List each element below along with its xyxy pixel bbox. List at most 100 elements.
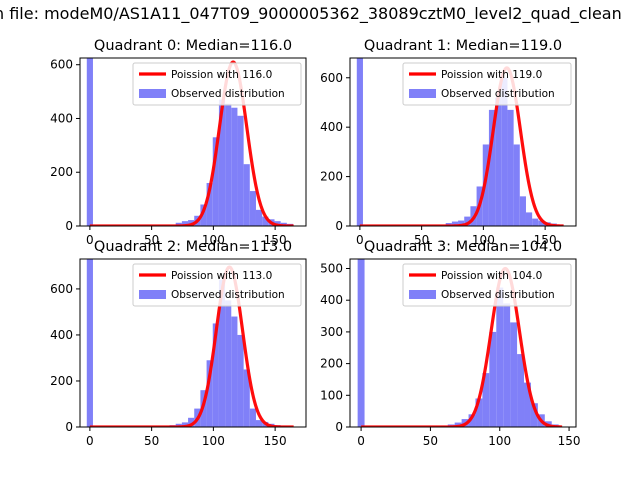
observed-bar (451, 221, 459, 226)
panel-quadrant-1: 0 50 100 150 0 200 400 600 Quadrant 1: Median=11… (320, 38, 577, 247)
plot-area (356, 58, 565, 226)
observed-bar (212, 137, 219, 226)
legend-box (132, 62, 302, 106)
observed-bar (356, 58, 363, 226)
x-tick-label: 50 (414, 233, 429, 247)
observed-bar (225, 103, 232, 226)
observed-bar (249, 191, 256, 226)
figure-title: n file: modeM0/AS1A11_047T09_9000005362_… (0, 4, 640, 23)
legend-poisson-label: Poission with 119.0 (441, 69, 542, 81)
x-tick-label: 100 (472, 233, 495, 247)
x-tick-label: 150 (534, 233, 557, 247)
observed-bar (464, 216, 471, 226)
poisson-curve (88, 60, 295, 226)
observed-bar (488, 109, 496, 226)
y-tick-label: 0 (65, 420, 73, 434)
observed-bar (200, 204, 207, 226)
observed-bar (458, 220, 465, 226)
legend-observed-swatch (139, 290, 166, 299)
legend: Poission with 104.0 Observed distribution (402, 263, 572, 307)
poisson-curve (358, 66, 565, 226)
observed-bar (519, 196, 526, 226)
observed-bar (188, 417, 195, 427)
observed-bar (181, 422, 189, 427)
observed-bar (507, 109, 514, 226)
observed-bar (468, 414, 476, 427)
observed-bar (255, 209, 263, 226)
observed-bar (532, 218, 539, 226)
observed-bar (86, 58, 93, 226)
observed-bar (482, 373, 490, 427)
y-tick-label: 0 (335, 420, 343, 434)
y-tick-label: 0 (335, 219, 343, 233)
panel-title: Quadrant 2: Median=113.0 (94, 239, 292, 255)
plot-area (86, 259, 295, 427)
y-tick-label: 200 (50, 374, 73, 388)
observed-bar (225, 300, 232, 427)
legend-observed-label: Observed distribution (171, 88, 285, 100)
y-tick-label: 200 (320, 170, 343, 184)
y-tick-label: 400 (50, 111, 73, 125)
x-tick-label: 150 (264, 233, 287, 247)
observed-bar (231, 107, 238, 226)
x-tick-label: 0 (356, 233, 364, 247)
x-tick-label: 0 (86, 434, 94, 448)
observed-bar (212, 323, 219, 427)
x-tick-label: 100 (202, 434, 225, 448)
observed-bar (503, 303, 511, 427)
y-tick-label: 600 (320, 71, 343, 85)
observed-bar (510, 322, 518, 427)
observed-bar (475, 398, 483, 427)
legend-observed-swatch (409, 290, 436, 299)
observed-bar (218, 99, 226, 226)
observed-bar (237, 334, 244, 427)
axes-frame (349, 57, 577, 227)
observed-bar (501, 77, 508, 226)
observed-bar (231, 316, 238, 427)
poisson-curve (88, 265, 295, 427)
x-tick-label: 100 (488, 434, 511, 448)
legend-observed-label: Observed distribution (441, 88, 555, 100)
panel-quadrant-2: 0 50 100 150 0 200 400 600 Quadrant 2: Median=11… (50, 239, 307, 448)
y-tick-label: 0 (65, 219, 73, 233)
plot-area (357, 259, 564, 427)
y-tick-label: 600 (50, 58, 73, 72)
legend-poisson-label: Poission with 116.0 (171, 69, 272, 81)
legend-poisson-label: Poission with 104.0 (441, 270, 542, 282)
observed-bar (525, 212, 533, 226)
x-tick-label: 0 (86, 233, 94, 247)
y-tick-label: 400 (320, 120, 343, 134)
observed-bar (243, 164, 250, 226)
legend: Poission with 116.0 Observed distribution (132, 62, 302, 106)
y-tick-label: 500 (320, 262, 343, 276)
observed-bar (538, 220, 545, 226)
x-tick-label: 50 (423, 434, 438, 448)
legend-observed-swatch (139, 89, 166, 98)
x-tick-label: 150 (264, 434, 287, 448)
y-tick-label: 200 (50, 165, 73, 179)
legend-box (402, 263, 572, 307)
observed-bar (218, 279, 226, 427)
legend-poisson-label: Poission with 113.0 (171, 270, 272, 282)
observed-bar (206, 360, 213, 427)
panel-title: Quadrant 0: Median=116.0 (94, 38, 292, 54)
y-tick-label: 200 (320, 357, 343, 371)
observed-bar (496, 287, 504, 427)
legend-box (132, 263, 302, 307)
observed-bar (255, 420, 263, 427)
x-tick-label: 100 (202, 233, 225, 247)
panel-title: Quadrant 3: Median=104.0 (364, 239, 562, 255)
legend: Poission with 113.0 Observed distribution (132, 263, 302, 307)
y-tick-label: 400 (320, 293, 343, 307)
legend-observed-label: Observed distribution (171, 289, 285, 301)
observed-bar (262, 216, 269, 226)
observed-bar (517, 354, 524, 427)
x-tick-label: 50 (144, 434, 159, 448)
observed-bar (243, 369, 250, 427)
observed-bar (86, 259, 93, 427)
panel-title: Quadrant 1: Median=119.0 (364, 38, 562, 54)
legend-observed-swatch (409, 89, 436, 98)
observed-bar (249, 408, 256, 427)
legend-observed-label: Observed distribution (441, 289, 555, 301)
